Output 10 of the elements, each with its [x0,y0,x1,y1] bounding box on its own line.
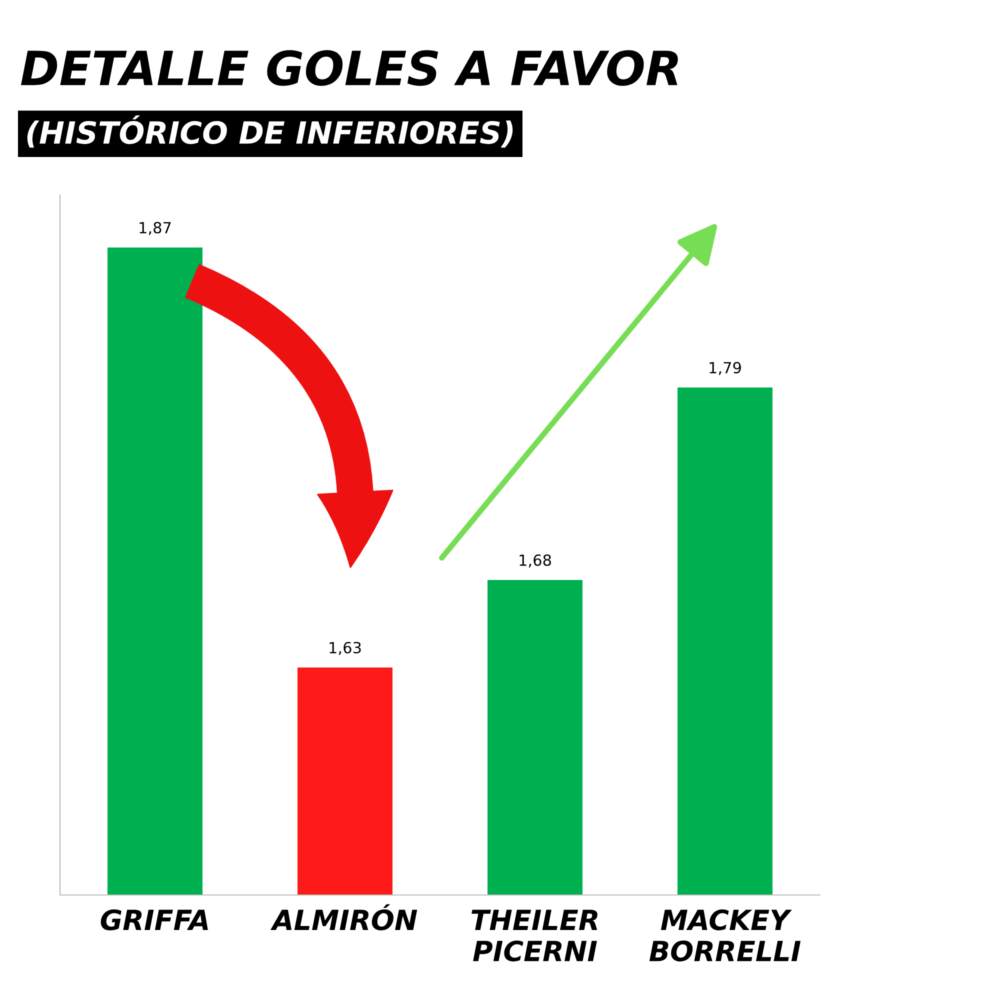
data-label: 1,87 [140,222,171,235]
x-tick-label: GRIFFA [100,909,208,930]
data-label: 1,68 [520,554,551,568]
data-label: 1,79 [710,362,741,375]
data-label: 1,63 [330,642,361,655]
x-tick-label: MACKEY BORRELLI [649,909,801,962]
x-tick-label: THEILER PICERNI [472,910,598,962]
chart-title: DETALLE GOLES A FAVOR [20,50,678,86]
x-tick-label: ALMIRÓN [270,904,418,930]
chart-subtitle: (HISTÓRICO DE INFERIORES) [27,115,513,148]
